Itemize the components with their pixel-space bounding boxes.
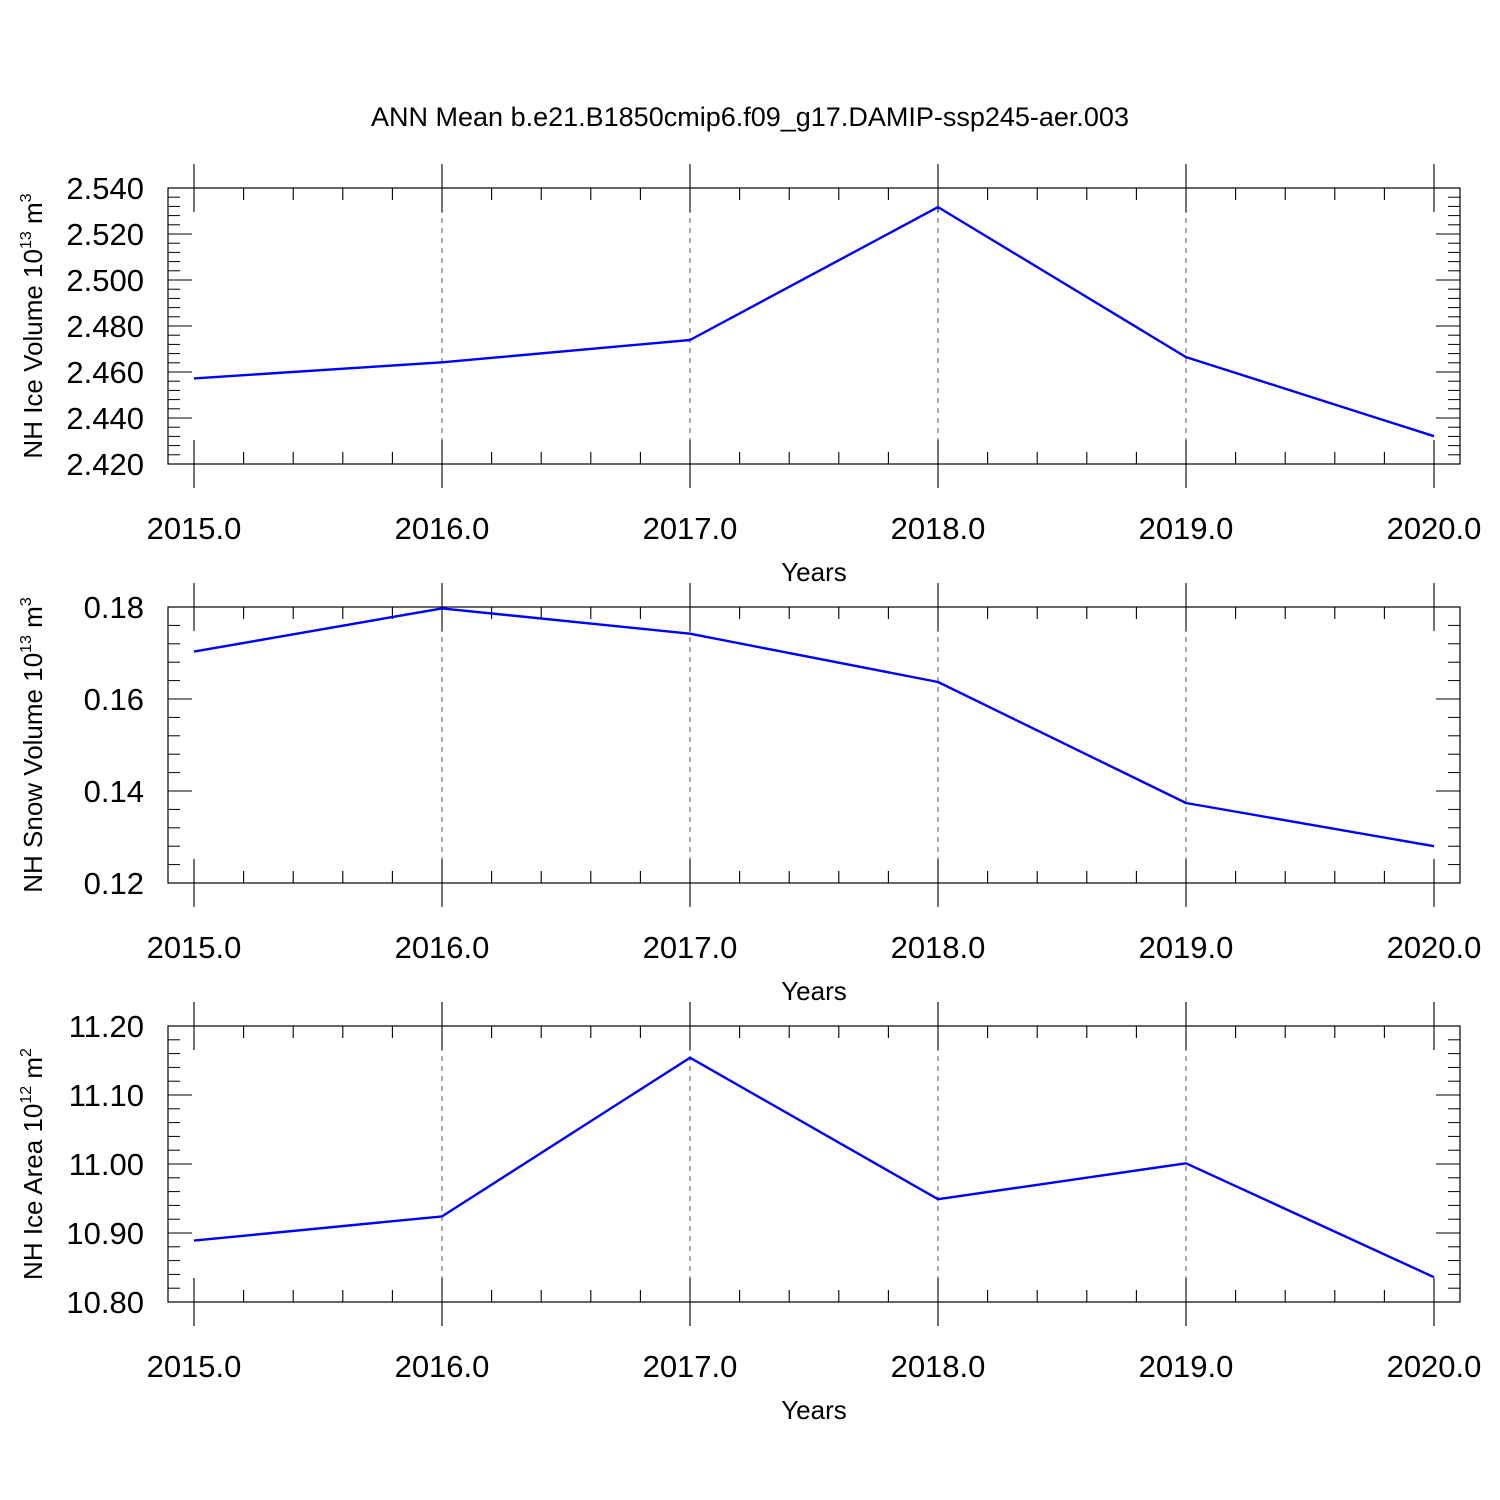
y-tick-label: 0.14 <box>84 774 144 809</box>
x-tick-label: 2018.0 <box>891 1349 986 1384</box>
plot-frame <box>167 606 1461 884</box>
x-tick-label: 2020.0 <box>1387 1349 1482 1384</box>
y-tick-label: 11.20 <box>69 1009 144 1044</box>
x-axis-label: Years <box>781 1395 847 1425</box>
y-tick-label: 2.460 <box>66 355 144 390</box>
x-tick-label: 2016.0 <box>395 1349 490 1384</box>
data-line <box>193 607 1435 848</box>
x-tick-label: 2019.0 <box>1139 1349 1234 1384</box>
y-tick-label: 2.420 <box>66 447 144 482</box>
x-tick-label: 2018.0 <box>891 930 986 965</box>
chart-panel-1: 2.420 2.440 2.460 2.480 2.500 2.520 2.540 2015.… <box>18 164 1481 587</box>
x-tick-label: 2016.0 <box>395 930 490 965</box>
y-tick-label: 10.80 <box>66 1285 144 1320</box>
y-tick-label: 2.520 <box>66 217 144 252</box>
x-axis-label: Years <box>781 557 847 587</box>
chart-panel-2: 0.12 0.14 0.16 0.18 2015.0 2016.0 2017.0 2018.0… <box>18 583 1481 1006</box>
y-axis-label: NH Ice Area 1012 m2 <box>18 1048 48 1280</box>
chart-panel-3: 10.80 10.90 11.00 11.10 11.20 2015.0 2016.0 201… <box>18 1002 1481 1425</box>
plot-frame <box>167 187 1461 465</box>
x-tick-label: 2018.0 <box>891 511 986 546</box>
x-axis-label: Years <box>781 976 847 1006</box>
data-line <box>193 205 1435 438</box>
y-tick-label: 0.12 <box>84 866 144 901</box>
x-tick-label: 2015.0 <box>147 511 242 546</box>
y-tick-label: 2.440 <box>66 401 144 436</box>
x-tick-label: 2017.0 <box>643 930 738 965</box>
data-line <box>193 1056 1435 1279</box>
x-tick-label: 2015.0 <box>147 930 242 965</box>
y-axis-label: NH Ice Volume 1013 m3 <box>18 193 48 458</box>
y-tick-label: 10.90 <box>66 1216 144 1251</box>
y-tick-label: 0.18 <box>84 590 144 625</box>
x-tick-label: 2020.0 <box>1387 511 1482 546</box>
figure-title: ANN Mean b.e21.B1850cmip6.f09_g17.DAMIP-… <box>371 102 1129 132</box>
x-tick-label: 2017.0 <box>643 1349 738 1384</box>
x-tick-label: 2017.0 <box>643 511 738 546</box>
y-tick-label: 2.540 <box>66 171 144 206</box>
y-axis-label: NH Snow Volume 1013 m3 <box>18 597 48 893</box>
y-tick-label: 11.00 <box>69 1147 144 1182</box>
x-tick-label: 2020.0 <box>1387 930 1482 965</box>
y-tick-label: 0.16 <box>84 682 144 717</box>
x-tick-label: 2019.0 <box>1139 511 1234 546</box>
y-tick-label: 2.500 <box>66 263 144 298</box>
panels: 2.420 2.440 2.460 2.480 2.500 2.520 2.540 2015.… <box>18 164 1481 1425</box>
x-tick-label: 2016.0 <box>395 511 490 546</box>
y-tick-label: 11.10 <box>69 1078 144 1113</box>
y-tick-label: 2.480 <box>66 309 144 344</box>
x-tick-label: 2019.0 <box>1139 930 1234 965</box>
x-tick-label: 2015.0 <box>147 1349 242 1384</box>
plot-frame <box>167 1025 1461 1303</box>
